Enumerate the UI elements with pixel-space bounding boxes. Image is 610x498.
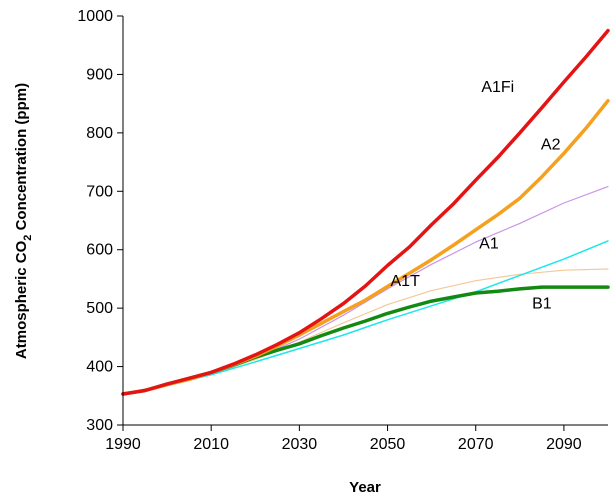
y-tick-label: 900 <box>86 66 113 83</box>
y-tick-label: 600 <box>86 242 113 259</box>
y-tick-label: 500 <box>86 300 113 317</box>
x-tick-label: 2010 <box>193 436 229 453</box>
y-tick-label: 300 <box>86 417 113 434</box>
y-axis-title-part-2: Concentration (ppm) <box>13 83 30 235</box>
series-label-a2: A2 <box>541 136 561 153</box>
y-tick-label: 400 <box>86 359 113 376</box>
y-axis-title-part-1: Atmospheric CO <box>13 240 30 359</box>
x-axis-title: Year <box>349 479 381 496</box>
series-line-a1fi <box>121 28 610 396</box>
plot-area: 300 400 500 600 700 800 900 1000 1990 2010 2030 20… <box>77 8 610 453</box>
series-label-b1: B1 <box>532 295 552 312</box>
x-tick-label: 2050 <box>370 436 406 453</box>
series-labels: A1Fi A2 A1 A1T B1 <box>391 79 561 312</box>
series-line-a2 <box>121 98 610 396</box>
series-label-a1t: A1T <box>391 273 421 290</box>
x-tick-label: 2070 <box>458 436 494 453</box>
series-line-a1 <box>122 186 609 395</box>
y-axis-title: Atmospheric CO2 Concentration (ppm) <box>13 83 34 359</box>
series-label-a1: A1 <box>479 236 499 253</box>
y-tick-label: 800 <box>86 125 113 142</box>
y-axis-title-subscript: 2 <box>22 235 34 241</box>
x-axis-ticks: 1990 2010 2030 2050 2070 2090 <box>105 425 582 453</box>
series-lines <box>121 28 610 396</box>
x-tick-label: 2090 <box>546 436 582 453</box>
y-tick-label: 700 <box>86 183 113 200</box>
y-axis-ticks: 300 400 500 600 700 800 900 1000 <box>77 8 123 434</box>
series-line-b1 <box>122 240 609 395</box>
x-tick-label: 2030 <box>282 436 318 453</box>
x-tick-label: 1990 <box>105 436 141 453</box>
series-label-a1fi: A1Fi <box>481 79 514 96</box>
y-tick-label: 1000 <box>77 8 113 25</box>
